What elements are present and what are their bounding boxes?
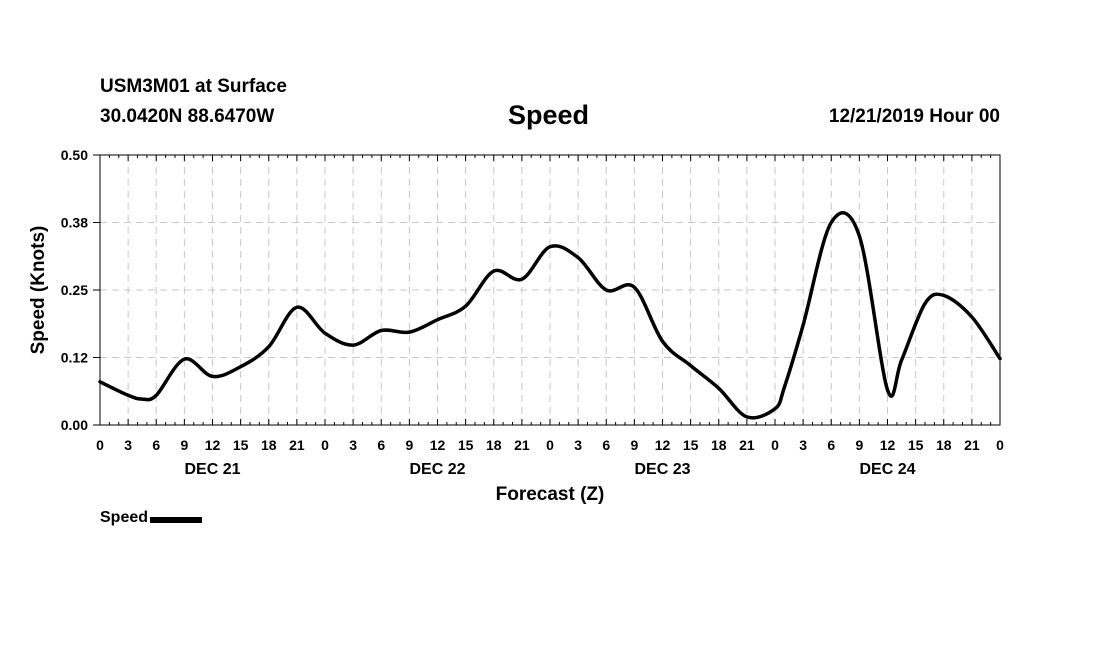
x-tick-label: 6 — [152, 437, 160, 453]
chart-title: Speed — [508, 100, 590, 130]
series-line-speed — [98, 211, 1002, 420]
x-tick-label: 12 — [880, 437, 896, 453]
x-tick-label: 12 — [205, 437, 221, 453]
x-tick-label: 9 — [630, 437, 638, 453]
x-tick-label: 0 — [771, 437, 779, 453]
day-label: DEC 23 — [634, 461, 690, 478]
x-tick-label: 18 — [261, 437, 277, 453]
x-tick-label: 21 — [739, 437, 755, 453]
x-tick-label: 21 — [514, 437, 530, 453]
x-axis-label: Forecast (Z) — [496, 484, 605, 505]
x-tick-label: 6 — [377, 437, 385, 453]
x-tick-label: 3 — [574, 437, 582, 453]
station-name: USM3M01 at Surface — [100, 76, 287, 97]
day-label: DEC 22 — [409, 461, 465, 478]
x-tick-label: 9 — [405, 437, 413, 453]
legend-swatch — [150, 516, 203, 523]
x-tick-label: 15 — [233, 437, 249, 453]
x-tick-label: 0 — [96, 437, 104, 453]
station-coordinates: 30.0420N 88.6470W — [100, 106, 275, 127]
y-tick-label: 0.38 — [61, 215, 88, 231]
legend: Speed — [100, 509, 203, 527]
x-tick-label: 15 — [683, 437, 699, 453]
x-tick-label: 3 — [124, 437, 132, 453]
x-tick-label: 0 — [546, 437, 554, 453]
x-tick-label: 12 — [655, 437, 671, 453]
x-tick-label: 6 — [602, 437, 610, 453]
x-tick-label: 6 — [827, 437, 835, 453]
x-tick-label: 21 — [289, 437, 305, 453]
legend-label: Speed — [100, 509, 149, 526]
x-tick-label: 3 — [349, 437, 357, 453]
x-tick-label: 0 — [321, 437, 329, 453]
forecast-run-time: 12/21/2019 Hour 00 — [828, 106, 1000, 127]
x-tick-label: 18 — [486, 437, 502, 453]
y-tick-label: 0.25 — [61, 282, 88, 298]
x-tick-label: 18 — [711, 437, 727, 453]
x-tick-label: 21 — [964, 437, 980, 453]
x-tick-label: 3 — [799, 437, 807, 453]
y-axis-label: Speed (Knots) — [28, 226, 49, 355]
day-label: DEC 24 — [859, 461, 915, 478]
y-tick-label: 0.50 — [61, 147, 88, 163]
x-tick-label: 9 — [855, 437, 863, 453]
x-tick-label: 9 — [180, 437, 188, 453]
day-label: DEC 21 — [184, 461, 240, 478]
x-tick-label: 15 — [908, 437, 924, 453]
x-tick-label: 0 — [996, 437, 1004, 453]
y-tick-label: 0.12 — [61, 350, 88, 366]
x-tick-label: 18 — [936, 437, 952, 453]
x-tick-label: 15 — [458, 437, 474, 453]
x-tick-label: 12 — [430, 437, 446, 453]
y-tick-label: 0.00 — [61, 417, 88, 433]
